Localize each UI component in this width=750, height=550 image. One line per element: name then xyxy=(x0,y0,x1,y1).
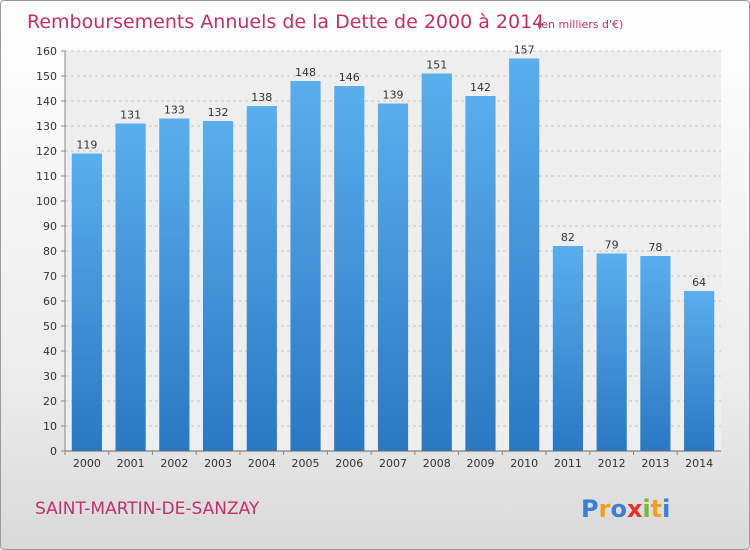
value-label-2011: 82 xyxy=(561,231,575,244)
y-tick-label: 0 xyxy=(50,445,57,458)
logo-letter: r xyxy=(599,495,611,523)
chart-subtitle: (en milliers d'€) xyxy=(537,18,623,31)
y-tick-label: 90 xyxy=(43,220,57,233)
x-tick-label-2005: 2005 xyxy=(292,457,320,470)
y-tick-label: 160 xyxy=(36,45,57,58)
bar-2004 xyxy=(246,106,277,451)
x-tick-label-2001: 2001 xyxy=(117,457,145,470)
x-tick-label-2006: 2006 xyxy=(335,457,363,470)
y-tick-label: 120 xyxy=(36,145,57,158)
value-label-2009: 142 xyxy=(470,81,491,94)
value-label-2006: 146 xyxy=(339,71,360,84)
y-tick-label: 30 xyxy=(43,370,57,383)
bar-2009 xyxy=(465,96,496,451)
logo-letter: i xyxy=(642,495,650,523)
y-tick-label: 20 xyxy=(43,395,57,408)
y-tick-label: 70 xyxy=(43,270,57,283)
logo-letter: o xyxy=(610,495,627,523)
x-tick-label-2007: 2007 xyxy=(379,457,407,470)
y-tick-label: 10 xyxy=(43,420,57,433)
y-tick-label: 150 xyxy=(36,70,57,83)
x-tick-label-2002: 2002 xyxy=(160,457,188,470)
x-tick-label-2004: 2004 xyxy=(248,457,276,470)
bar-2008 xyxy=(421,73,452,451)
bars: 119 131 133 132 138 148 146 139 151 142 157 82 79 78 6… xyxy=(71,44,715,451)
value-label-2000: 119 xyxy=(76,139,97,152)
logo-letter: i xyxy=(662,495,670,523)
y-tick-label: 80 xyxy=(43,245,57,258)
logo-letter: P xyxy=(581,495,599,523)
y-tick-label: 40 xyxy=(43,345,57,358)
logo-letter: t xyxy=(651,495,662,523)
y-tick-label: 60 xyxy=(43,295,57,308)
bar-2003 xyxy=(202,121,234,451)
bar-2000 xyxy=(71,153,102,451)
x-tick-label-2014: 2014 xyxy=(685,457,713,470)
bar-2010 xyxy=(509,58,540,451)
x-tick-label-2011: 2011 xyxy=(554,457,582,470)
value-label-2014: 64 xyxy=(692,276,706,289)
value-label-2013: 78 xyxy=(648,241,662,254)
value-label-2007: 139 xyxy=(383,89,404,102)
value-label-2002: 133 xyxy=(164,104,185,117)
x-tick-label-2012: 2012 xyxy=(598,457,626,470)
bar-2014 xyxy=(684,291,715,451)
proxiti-logo: Proxiti xyxy=(581,495,670,523)
value-label-2008: 151 xyxy=(426,59,447,72)
y-tick-label: 140 xyxy=(36,95,57,108)
chart-title: Remboursements Annuels de la Dette de 20… xyxy=(27,11,544,33)
x-tick-label-2009: 2009 xyxy=(466,457,494,470)
logo-letter: x xyxy=(627,495,643,523)
bar-2007 xyxy=(377,103,409,451)
y-tick-label: 130 xyxy=(36,120,57,133)
value-label-2004: 138 xyxy=(251,91,272,104)
value-label-2003: 132 xyxy=(208,106,229,119)
x-tick-label-2003: 2003 xyxy=(204,457,232,470)
value-label-2001: 131 xyxy=(120,109,141,122)
value-label-2005: 148 xyxy=(295,66,316,79)
y-tick-label: 110 xyxy=(36,170,57,183)
value-label-2012: 79 xyxy=(605,239,619,252)
x-tick-label-2010: 2010 xyxy=(510,457,538,470)
y-tick-label: 50 xyxy=(43,320,57,333)
bar-2002 xyxy=(159,118,190,451)
bar-2013 xyxy=(640,256,671,451)
bar-2012 xyxy=(596,253,627,451)
x-tick-label-2008: 2008 xyxy=(423,457,451,470)
bar-2006 xyxy=(334,86,365,451)
y-tick-label: 100 xyxy=(36,195,57,208)
y-axis: 0 10 20 30 40 50 60 70 80 90 100 110 120 130 140 150 160 xyxy=(36,45,66,458)
x-axis: 2000 2001 2002 2003 2004 2005 2006 2007 2008 2009… xyxy=(64,450,721,470)
x-tick-label-2000: 2000 xyxy=(73,457,101,470)
value-label-2010: 157 xyxy=(514,44,535,57)
bar-2005 xyxy=(290,81,321,451)
bar-2011 xyxy=(552,246,584,451)
x-tick-label-2013: 2013 xyxy=(641,457,669,470)
bar-2001 xyxy=(115,123,146,451)
commune-name: SAINT-MARTIN-DE-SANZAY xyxy=(35,499,260,519)
